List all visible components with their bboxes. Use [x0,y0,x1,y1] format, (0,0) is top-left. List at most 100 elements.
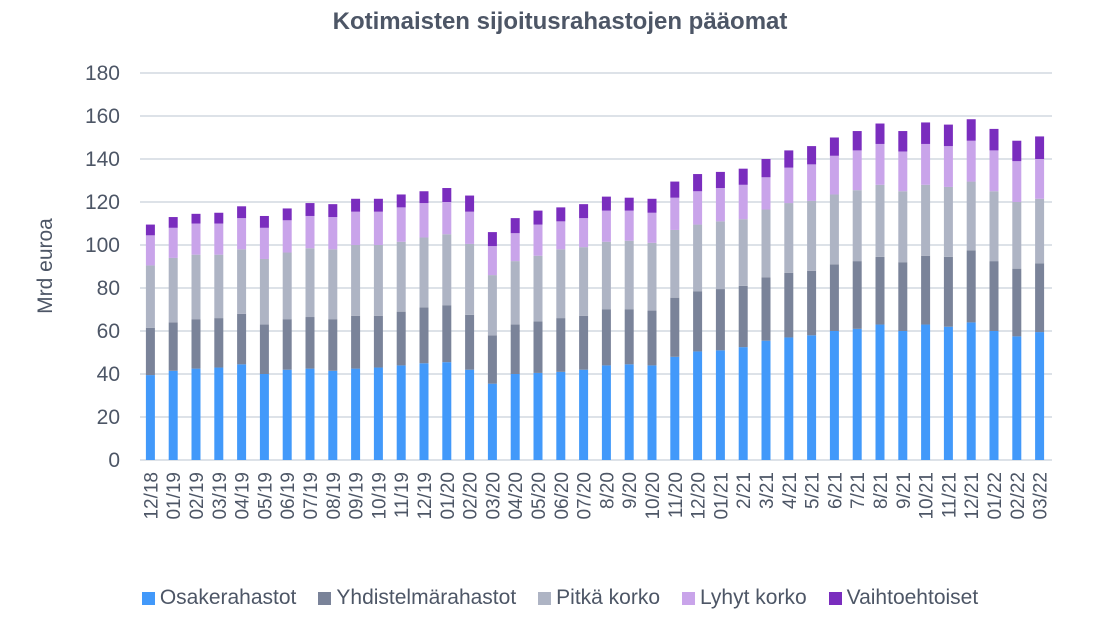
legend-item: Lyhyt korko [682,586,807,610]
x-tick-label: 8/20 [597,472,618,509]
bar-segment-1 [237,313,247,365]
bar-segment-0 [875,324,885,460]
bar-segment-4 [328,204,338,218]
x-tick-label: 08/19 [324,472,345,520]
bar-segment-0 [396,365,406,460]
x-tick-label: 01/19 [164,472,185,520]
x-tick-label: 12/21 [962,472,983,520]
bar-segment-1 [715,289,725,351]
bar-segment-0 [214,367,224,460]
bar-segment-1 [761,277,771,341]
bar-segment-0 [373,367,383,460]
bar-segment-4 [351,198,361,212]
bar-stack [465,195,475,460]
x-tick-label: 9/20 [620,472,641,509]
bar-segment-2 [351,245,361,316]
bar-segment-3 [784,167,794,204]
bar-stack [214,212,224,460]
bar-segment-1 [898,262,908,331]
y-axis-ticks: 0 20 40 60 80 100 120 140 160 180 [85,62,120,472]
x-tick-label: 03/20 [483,472,504,520]
bar-segment-3 [533,224,543,256]
bar-stack [191,213,201,460]
bar-segment-4 [556,207,566,222]
bar-segment-1 [624,309,634,365]
x-tick-label: 12/19 [415,472,436,520]
x-tick-label: 01/22 [985,472,1006,520]
bar-segment-0 [715,350,725,460]
y-tick-label: 100 [85,234,120,257]
bar-segment-0 [784,337,794,460]
bar-segment-4 [715,171,725,189]
bar-segment-0 [191,368,201,460]
bar-stack [601,196,611,460]
x-tick-label: 01/20 [438,472,459,520]
bar-segment-4 [419,191,429,204]
bar-segment-1 [510,324,520,374]
bar-segment-3 [145,235,155,266]
bar-stack [168,217,178,460]
x-tick-label: 12/20 [689,472,710,520]
bar-segment-3 [1035,159,1045,199]
legend-swatch [141,591,155,605]
x-tick-label: 10/19 [369,472,390,520]
y-tick-label: 120 [85,191,120,214]
bar-segment-2 [761,209,771,278]
x-tick-label: 11/19 [392,472,413,518]
bar-segment-4 [442,188,452,202]
bar-segment-4 [921,122,931,144]
bar-segment-0 [966,322,976,460]
bar-segment-1 [852,261,862,329]
bar-segment-3 [556,221,566,250]
bar-segment-2 [533,255,543,322]
legend-label: Yhdistelmärahastot [336,586,517,609]
bar-segment-2 [465,243,475,315]
bar-segment-2 [237,249,247,314]
bar-segment-1 [875,256,885,325]
bar-segment-1 [419,307,429,364]
bar-segment-3 [921,143,931,185]
bar-segment-0 [465,369,475,460]
bar-segment-3 [351,211,361,245]
bar-segment-2 [807,200,817,271]
bar-segment-3 [419,203,429,238]
bar-stack [556,207,566,460]
bar-segment-3 [487,246,497,276]
bar-segment-1 [259,324,269,374]
bar-segment-4 [601,196,611,211]
bar-segment-4 [579,204,589,219]
bar-stack [1012,140,1022,460]
y-tick-label: 140 [85,148,120,171]
bar-segment-1 [487,335,497,384]
bar-segment-4 [1035,136,1045,159]
bar-segment-1 [396,311,406,366]
bar-segment-3 [191,223,201,255]
bar-segment-2 [328,249,338,320]
chart-title: Kotimaisten sijoitusrahastojen pääomat [332,8,788,35]
bar-stack [807,146,817,460]
bar-segment-0 [533,372,543,460]
y-tick-label: 180 [85,62,120,85]
bar-segment-2 [510,261,520,325]
bar-segment-1 [214,318,224,368]
bar-segment-1 [533,321,543,373]
bar-segment-0 [282,369,292,460]
bar-stack [533,210,543,460]
bar-segment-4 [237,206,247,219]
bar-segment-1 [670,297,680,357]
bar-stack [259,215,269,460]
bar-stack [921,122,931,460]
bar-segment-4 [145,224,155,236]
bar-segment-2 [168,257,178,323]
bar-stack [237,206,247,460]
bar-segment-2 [875,184,885,257]
bar-segment-3 [579,218,589,248]
bar-segment-2 [487,275,497,336]
bar-segment-2 [715,221,725,290]
bar-stack [442,188,452,460]
bar-segment-1 [943,256,953,327]
bar-segment-3 [624,210,634,241]
bar-segment-1 [351,315,361,369]
x-tick-label: 02/20 [461,472,482,520]
